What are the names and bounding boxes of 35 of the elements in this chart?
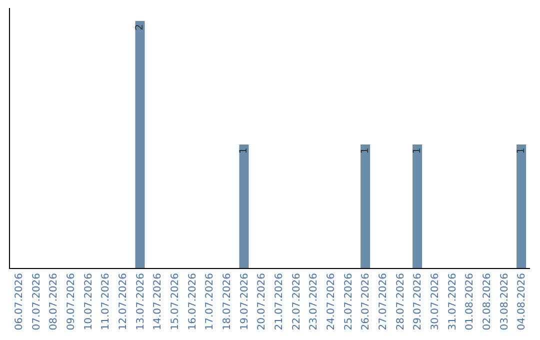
x-tick-label: 18.07.2026 bbox=[222, 273, 233, 330]
x-tick-label: 17.07.2026 bbox=[204, 273, 216, 330]
x-tick-label: 20.07.2026 bbox=[256, 273, 268, 330]
x-tick-label: 28.07.2026 bbox=[395, 273, 406, 330]
data-label: 2 bbox=[134, 24, 146, 30]
data-label: 1 bbox=[238, 148, 250, 154]
x-tick-label: 21.07.2026 bbox=[274, 273, 285, 330]
x-tick-label: 24.07.2026 bbox=[326, 273, 337, 330]
x-tick-label: 06.07.2026 bbox=[14, 273, 25, 330]
data-label: 1 bbox=[412, 148, 423, 154]
x-tick-label: 19.07.2026 bbox=[239, 273, 250, 330]
data-label: 1 bbox=[516, 148, 527, 154]
x-tick-label: 31.07.2026 bbox=[447, 273, 458, 330]
x-tick-label: 25.07.2026 bbox=[343, 273, 354, 330]
data-label: 1 bbox=[360, 148, 371, 154]
x-tick-label: 02.08.2026 bbox=[482, 273, 493, 330]
x-tick-label: 11.07.2026 bbox=[100, 273, 112, 330]
x-tick-label: 04.08.2026 bbox=[516, 273, 528, 330]
x-tick-label: 08.07.2026 bbox=[48, 273, 60, 330]
x-tick-label: 03.08.2026 bbox=[499, 273, 510, 330]
x-tick-label: 22.07.2026 bbox=[291, 273, 302, 330]
x-tick-label: 26.07.2026 bbox=[360, 273, 372, 330]
x-tick-label: 15.07.2026 bbox=[170, 273, 181, 330]
x-tick-label: 23.07.2026 bbox=[308, 273, 320, 330]
x-tick-label: 09.07.2026 bbox=[66, 273, 77, 330]
x-tick-label: 01.08.2026 bbox=[464, 273, 476, 330]
x-tick-label: 14.07.2026 bbox=[152, 273, 164, 330]
x-tick-label: 27.07.2026 bbox=[378, 273, 389, 330]
x-tick-label: 10.07.2026 bbox=[83, 273, 94, 330]
x-tick-label: 12.07.2026 bbox=[118, 273, 129, 330]
x-tick-label: 16.07.2026 bbox=[187, 273, 198, 330]
x-tick-label: 29.07.2026 bbox=[412, 273, 424, 330]
x-tick-label: 30.07.2026 bbox=[430, 273, 441, 330]
x-tick-label: 13.07.2026 bbox=[135, 273, 146, 330]
x-tick-label: 07.07.2026 bbox=[31, 273, 42, 330]
